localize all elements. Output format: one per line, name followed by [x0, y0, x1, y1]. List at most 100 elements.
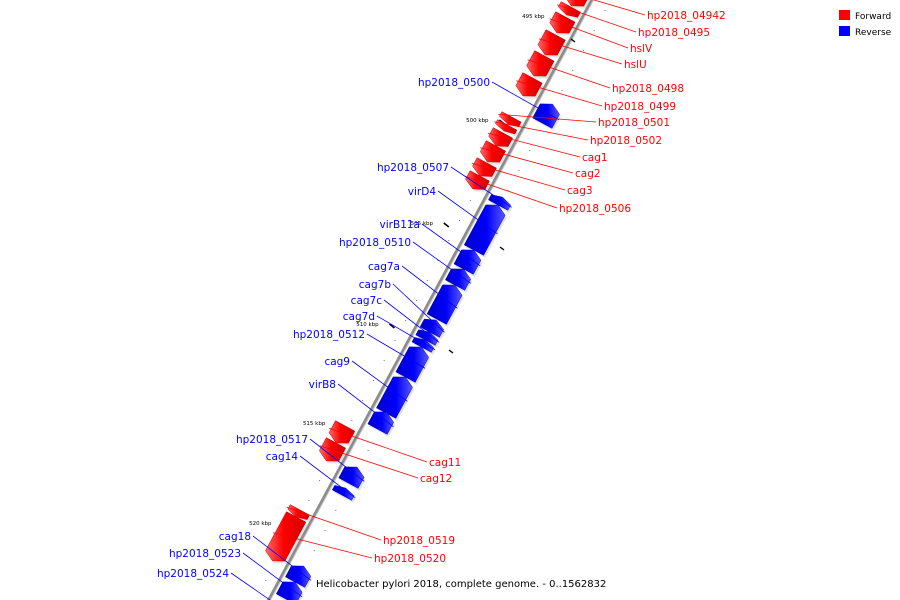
gene-arrow[interactable] — [465, 170, 490, 190]
gene-label-vird4[interactable]: virD4 — [408, 186, 498, 235]
gene-label-virb8[interactable]: virB8 — [309, 379, 394, 428]
gene-label-hp2018-0506[interactable]: hp2018_0506 — [464, 175, 631, 215]
gene-arrow[interactable] — [338, 466, 365, 489]
gene-cag11[interactable] — [328, 420, 357, 446]
gene-virb8[interactable] — [367, 411, 396, 437]
minor-tick — [324, 530, 326, 531]
minor-tick — [529, 150, 531, 151]
gene-hp2018-0517[interactable] — [338, 466, 366, 491]
gene-hp2018-0501[interactable] — [499, 111, 523, 130]
gene-name: virB8 — [309, 379, 336, 391]
gene-cag1[interactable] — [488, 127, 515, 150]
gene-label-cag7b[interactable]: cag7b — [359, 279, 445, 333]
gene-hp2018-0519[interactable] — [287, 504, 312, 523]
gene-label-hp2018-0502[interactable]: hp2018_0502 — [494, 121, 662, 147]
leader-line — [494, 121, 589, 141]
minor-tick — [448, 240, 450, 241]
leader-line — [366, 333, 426, 369]
gene-arrow[interactable] — [532, 103, 560, 129]
gene-label-cag2[interactable]: cag2 — [480, 147, 601, 180]
gene-cag7a[interactable] — [426, 284, 464, 327]
gene-name: cag18 — [219, 531, 251, 543]
leader-line — [557, 4, 637, 33]
gene-arrow[interactable] — [287, 504, 310, 520]
gene-label-hp2018-0512[interactable]: hp2018_0512 — [293, 329, 426, 369]
genome-caption: Helicobacter pylori 2018, complete genom… — [316, 579, 606, 590]
leader-line — [450, 166, 512, 208]
leader-line — [286, 506, 382, 541]
gene-label-hp2018-0501[interactable]: hp2018_0501 — [498, 113, 670, 129]
minor-tick — [583, 50, 584, 51]
gene-hp2018-04942[interactable] — [564, 0, 591, 9]
gene-arrow[interactable] — [426, 284, 463, 325]
gene-label-hp2018-0507[interactable]: hp2018_0507 — [377, 162, 512, 208]
gene-arrow[interactable] — [319, 437, 347, 462]
gene-hp2018-0506[interactable] — [465, 170, 491, 193]
gene-cag7b[interactable] — [419, 318, 446, 340]
gene-arrow[interactable] — [328, 420, 356, 444]
gene-label-hp2018-0523[interactable]: hp2018_0523 — [169, 548, 303, 598]
gene-label-cag11[interactable]: cag11 — [329, 427, 461, 469]
leader-line — [464, 175, 558, 209]
gene-virb11a[interactable] — [453, 249, 483, 277]
leader-line — [471, 162, 566, 191]
gene-hp2018-0495[interactable] — [557, 1, 582, 20]
gene-label-cag7a[interactable]: cag7a — [368, 261, 458, 309]
gene-arrow[interactable] — [549, 11, 576, 34]
gene-label-cag12[interactable]: cag12 — [319, 445, 453, 485]
gene-arrow[interactable] — [564, 0, 590, 7]
gene-arrow[interactable] — [488, 127, 513, 147]
gene-cag14[interactable] — [331, 485, 356, 503]
gene-label-cag18[interactable]: cag18 — [219, 531, 312, 581]
tick-mark — [388, 323, 395, 329]
gene-name: cag7b — [359, 279, 392, 291]
tick-mark — [448, 349, 454, 354]
gene-label-hp2018-0517[interactable]: hp2018_0517 — [236, 434, 365, 482]
gene-label-cag1[interactable]: cag1 — [487, 132, 608, 164]
minor-tick — [362, 400, 364, 401]
gene-hp2018-0498[interactable] — [526, 50, 556, 79]
gene-cag12[interactable] — [319, 437, 348, 464]
gene-name: cag14 — [266, 451, 299, 463]
gene-cag18[interactable] — [285, 565, 313, 590]
tick-mark — [570, 38, 576, 43]
leader-line — [383, 299, 440, 343]
leader-line — [498, 113, 597, 123]
leader-line — [392, 283, 445, 333]
gene-label-cag7c[interactable]: cag7c — [351, 295, 440, 343]
gene-hslv[interactable] — [549, 11, 577, 36]
gene-label-hp2018-0520[interactable]: hp2018_0520 — [272, 532, 446, 565]
gene-label-hslu[interactable]: hslU — [538, 38, 647, 71]
gene-label-hp2018-0499[interactable]: hp2018_0499 — [516, 80, 676, 113]
gene-label-cag9[interactable]: cag9 — [324, 356, 408, 402]
gene-hp2018-0523[interactable] — [275, 581, 304, 600]
gene-label-hp2018-0500[interactable]: hp2018_0500 — [418, 77, 560, 121]
gene-label-hp2018-0519[interactable]: hp2018_0519 — [286, 506, 455, 547]
gene-label-cag3[interactable]: cag3 — [471, 162, 593, 197]
gene-label-cag14[interactable]: cag14 — [266, 451, 356, 499]
gene-arrow[interactable] — [367, 411, 394, 435]
gene-name: cag7a — [368, 261, 400, 273]
gene-label-hp2018-04942[interactable]: hp2018_04942 — [564, 0, 726, 22]
gene-name: cag1 — [582, 152, 608, 164]
gene-label-hp2018-0510[interactable]: hp2018_0510 — [339, 237, 472, 284]
gene-label-hp2018-0498[interactable]: hp2018_0498 — [527, 59, 684, 95]
gene-name: hp2018_0502 — [590, 135, 662, 147]
minor-tick — [459, 220, 461, 221]
gene-arrow[interactable] — [499, 111, 522, 127]
leader-line — [491, 81, 560, 121]
gene-label-hp2018-0495[interactable]: hp2018_0495 — [557, 4, 710, 39]
gene-label-virb11a[interactable]: virB11a — [380, 219, 481, 267]
gene-arrow[interactable] — [557, 1, 581, 18]
leader-line — [252, 535, 312, 581]
gene-label-hp2018-0524[interactable]: hp2018_0524 — [157, 568, 292, 600]
gene-name: hp2018_0498 — [612, 83, 684, 95]
gene-label-hslv[interactable]: hslV — [549, 18, 653, 55]
gene-arrow[interactable] — [275, 581, 303, 600]
gene-label-cag7d[interactable]: cag7d — [343, 311, 436, 351]
leader-line — [437, 190, 498, 235]
gene-arrow[interactable] — [526, 50, 555, 77]
gene-hp2018-0500[interactable] — [532, 103, 562, 131]
gene-name: cag2 — [575, 168, 601, 180]
gene-arrow[interactable] — [331, 485, 355, 501]
